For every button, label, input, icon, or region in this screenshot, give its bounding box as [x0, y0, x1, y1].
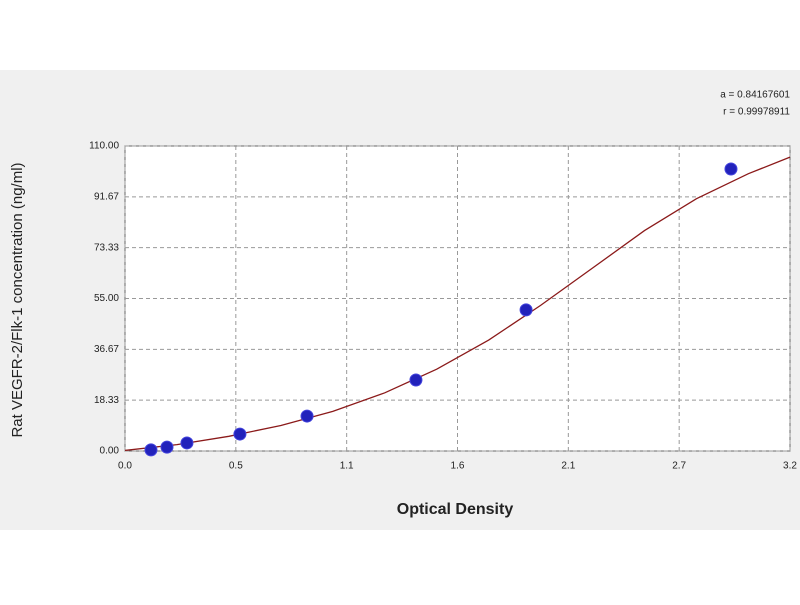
annotation: a = 0.84167601 — [720, 90, 790, 101]
x-tick-label: 1.6 — [451, 461, 465, 472]
x-axis-label: Optical Density — [397, 501, 514, 518]
x-tick-label: 1.1 — [340, 461, 354, 472]
data-point — [144, 443, 158, 457]
data-point — [180, 436, 194, 450]
x-tick-label: 0.5 — [229, 461, 243, 472]
y-tick-label: 55.00 — [94, 293, 119, 304]
x-tick-label: 2.1 — [561, 461, 575, 472]
y-tick-label: 36.67 — [94, 344, 119, 355]
y-tick-label: 73.33 — [94, 242, 119, 253]
y-tick-label: 18.33 — [94, 395, 119, 406]
data-point — [724, 162, 738, 176]
y-tick-label: 110.00 — [89, 141, 119, 152]
annotation: r = 0.99978911 — [723, 107, 790, 118]
x-tick-label: 0.0 — [118, 461, 132, 472]
y-tick-label: 91.67 — [94, 191, 119, 202]
data-point — [233, 427, 247, 441]
data-point — [409, 373, 423, 387]
data-point — [300, 409, 314, 423]
data-point — [160, 440, 174, 454]
x-tick-label: 2.7 — [672, 461, 686, 472]
data-point — [519, 303, 533, 317]
y-axis-label: Rat VEGFR-2/Flk-1 concentration (ng/ml) — [9, 162, 26, 437]
y-tick-label: 0.00 — [100, 446, 120, 457]
x-tick-label: 3.2 — [783, 461, 797, 472]
